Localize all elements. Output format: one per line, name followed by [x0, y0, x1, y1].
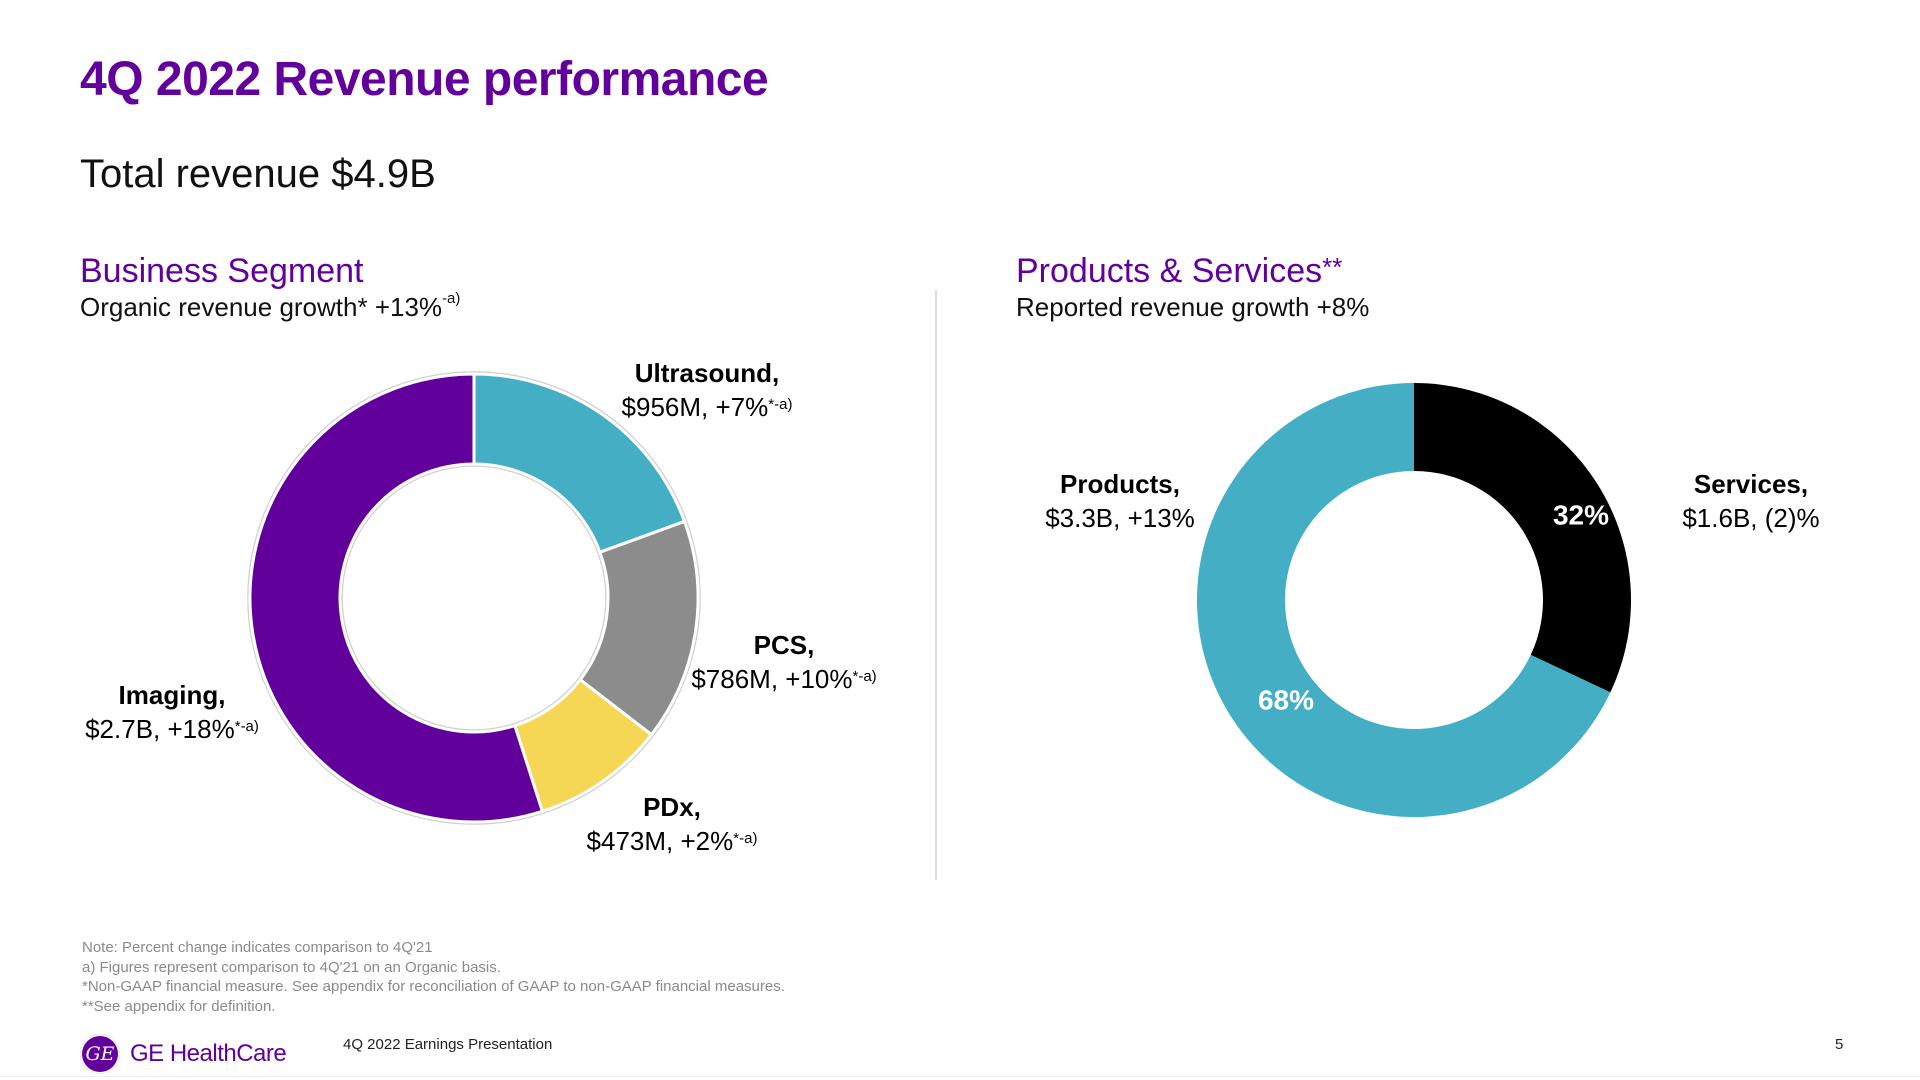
- slice-name: Services,: [1693, 469, 1809, 499]
- slice-name: PDx,: [643, 792, 701, 822]
- ge-logo-icon: GE: [80, 1034, 120, 1074]
- ultrasound-label: Ultrasound, $956M, +7%*-a): [622, 356, 793, 424]
- footnotes: Note: Percent change indicates compariso…: [82, 938, 785, 1016]
- products-services-donut: 32% 68%: [1197, 383, 1631, 817]
- products-services-subheading: Reported revenue growth +8%: [1016, 292, 1370, 322]
- slice-name: Ultrasound,: [634, 358, 780, 388]
- services-label: Services, $1.6B, (2)%: [1682, 467, 1819, 535]
- slice-name: Products,: [1060, 469, 1180, 499]
- footnote-ref: *-a): [852, 668, 877, 685]
- total-revenue: Total revenue $4.9B: [80, 152, 436, 196]
- slice-value: $786M, +10%*-a): [691, 662, 876, 696]
- section-divider: [935, 290, 937, 880]
- imaging-label: Imaging, $2.7B, +18%*-a): [85, 678, 259, 746]
- slice-name: Imaging,: [118, 680, 226, 710]
- slice-services: [1414, 383, 1631, 693]
- footnote-ref: -a): [442, 290, 461, 307]
- slice-value: $1.6B, (2)%: [1682, 503, 1820, 533]
- footnote: a) Figures represent comparison to 4Q'21…: [82, 958, 501, 976]
- slice-value-text: $956M, +7%: [621, 392, 769, 422]
- slice-name: PCS,: [753, 630, 815, 660]
- page-title: 4Q 2022 Revenue performance: [80, 53, 769, 106]
- slice-value-text: $2.7B, +18%: [85, 714, 235, 744]
- slice-value: $3.3B, +13%: [1045, 503, 1195, 533]
- slice-ultrasound: [472, 372, 687, 555]
- organic-growth-text: Organic revenue growth* +13%: [80, 292, 443, 322]
- slice-value: $2.7B, +18%*-a): [85, 712, 259, 746]
- slice-products: [1197, 383, 1611, 817]
- products-label: Products, $3.3B, +13%: [1045, 467, 1195, 535]
- logo-monogram: GE: [85, 1043, 115, 1065]
- business-segment-heading: Business Segment: [80, 252, 364, 290]
- slice-pcs: [578, 519, 700, 737]
- footnote: **See appendix for definition.: [82, 997, 276, 1015]
- footnote-ref: **: [1322, 252, 1343, 282]
- business-segment-donut: [247, 371, 701, 825]
- footnote: Note: Percent change indicates compariso…: [82, 939, 433, 956]
- products-services-title: Products & Services: [1016, 252, 1323, 290]
- slice-imaging: [248, 372, 545, 824]
- pcs-label: PCS, $786M, +10%*-a): [691, 628, 876, 696]
- slice-value-text: $786M, +10%: [691, 664, 853, 694]
- slice-value: $473M, +2%*-a): [587, 824, 758, 858]
- products-services-heading: Products & Services**: [1016, 252, 1342, 291]
- pct-label-products: 68%: [1258, 684, 1314, 715]
- brand-name: GE HealthCare: [130, 1040, 287, 1067]
- footnote-ref: *-a): [234, 718, 259, 735]
- business-segment-subheading: Organic revenue growth* +13%-a): [80, 290, 461, 323]
- page-number: 5: [1835, 1036, 1844, 1053]
- footnote-ref: *-a): [768, 396, 793, 413]
- footnote-ref: *-a): [733, 830, 758, 847]
- slice-value-text: $473M, +2%: [586, 826, 734, 856]
- pdx-label: PDx, $473M, +2%*-a): [587, 790, 758, 858]
- footnote: *Non-GAAP financial measure. See appendi…: [82, 978, 785, 995]
- footer-divider: [0, 1076, 1920, 1077]
- presentation-title: 4Q 2022 Earnings Presentation: [343, 1036, 553, 1053]
- slice-value: $956M, +7%*-a): [622, 390, 793, 424]
- donut-outer-ring: [247, 371, 701, 825]
- donut-inner-ring: [341, 465, 607, 731]
- pct-label-services: 32%: [1553, 499, 1609, 530]
